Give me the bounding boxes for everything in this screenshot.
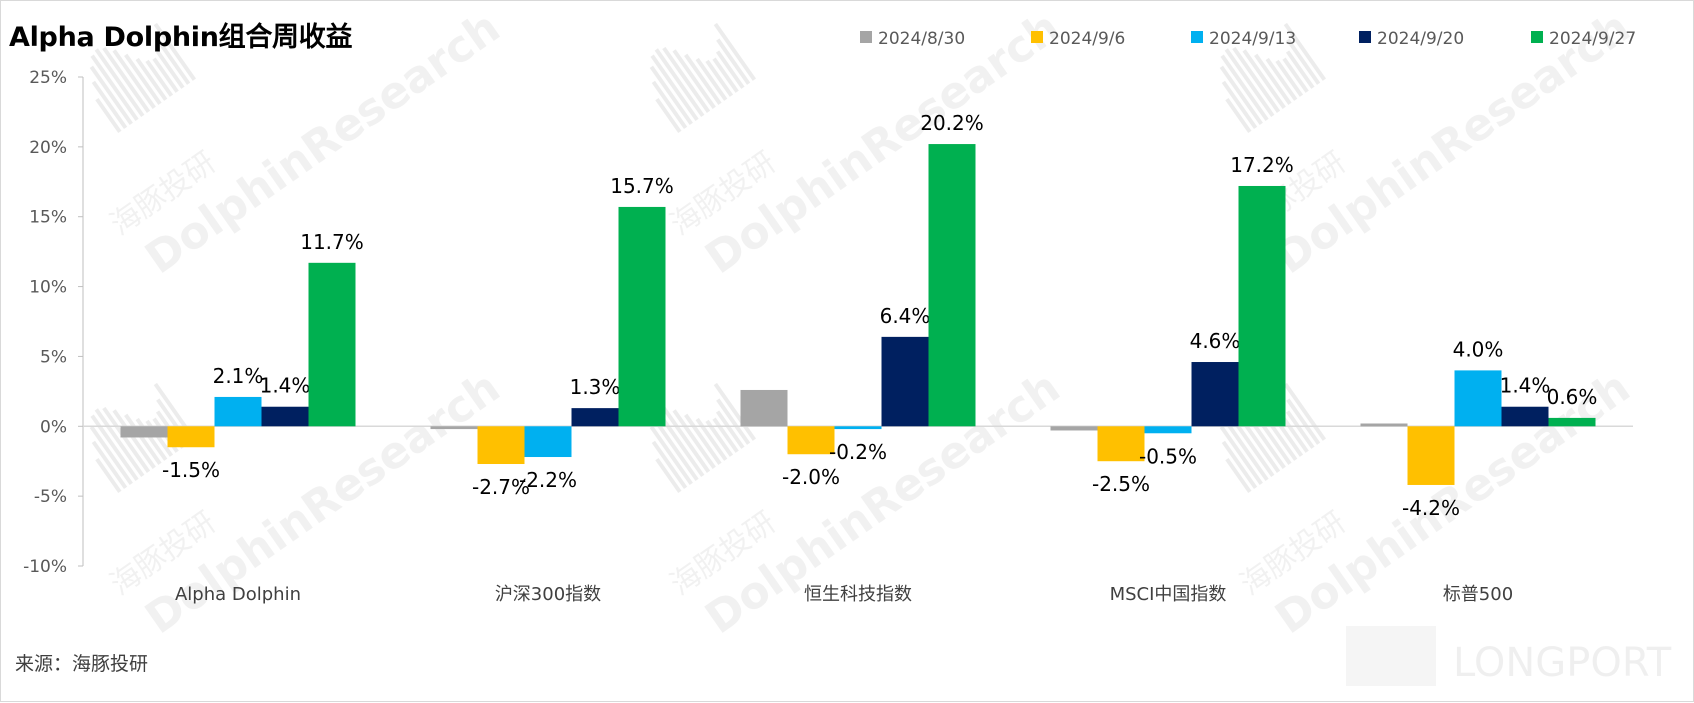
data-label: -4.2%	[1402, 496, 1460, 520]
bar	[1050, 426, 1098, 431]
legend-swatch	[1531, 31, 1543, 43]
data-label: 0.6%	[1547, 385, 1598, 409]
legend-label: 2024/9/6	[1049, 29, 1125, 49]
x-category-label: Alpha Dolphin	[175, 584, 301, 605]
data-label: 1.3%	[570, 375, 621, 399]
watermark-logo-icon	[1219, 22, 1327, 134]
legend-label: 2024/9/20	[1377, 29, 1464, 49]
legend-swatch	[1191, 31, 1203, 43]
bar	[1501, 406, 1549, 427]
y-tick-label: 25%	[29, 68, 67, 88]
legend-item: 2024/9/13	[1191, 29, 1296, 49]
legend-label: 2024/8/30	[878, 29, 965, 49]
data-label: -1.5%	[162, 458, 220, 482]
bar	[214, 396, 262, 427]
x-category-label: MSCI中国指数	[1110, 584, 1227, 605]
y-tick-label: 10%	[29, 278, 67, 298]
bar	[618, 206, 666, 427]
data-label: -2.0%	[782, 465, 840, 489]
data-label: 2.1%	[213, 364, 264, 388]
bar	[787, 426, 835, 455]
watermark-logo-icon	[89, 22, 197, 134]
data-label: 6.4%	[880, 304, 931, 328]
brand-text: LONGPORT	[1453, 640, 1672, 686]
legend-item: 2024/9/20	[1359, 29, 1464, 49]
y-tick-label: 20%	[29, 138, 67, 158]
legend-item: 2024/9/6	[1031, 29, 1125, 49]
y-tick-label: -10%	[23, 557, 67, 577]
data-label: 17.2%	[1230, 153, 1294, 177]
legend-swatch	[1359, 31, 1371, 43]
bar	[881, 336, 929, 427]
source-note: 来源：海豚投研	[15, 653, 149, 675]
x-category-label: 标普500	[1443, 584, 1513, 605]
bar	[261, 406, 309, 427]
chart-title: Alpha Dolphin组合周收益	[9, 22, 353, 53]
legend-item: 2024/9/27	[1531, 29, 1636, 49]
y-tick-label: -5%	[34, 487, 67, 507]
data-label: 15.7%	[610, 174, 674, 198]
brand-watermark: LONGPORT	[1346, 626, 1672, 686]
x-category-label: 恒生科技指数	[804, 584, 912, 605]
bar	[1360, 423, 1408, 427]
legend-item: 2024/8/30	[860, 29, 965, 49]
legend-swatch	[1031, 31, 1043, 43]
legend-swatch	[860, 31, 872, 43]
data-label: 11.7%	[300, 230, 364, 254]
data-label: 4.0%	[1453, 337, 1504, 361]
legend-label: 2024/9/13	[1209, 29, 1296, 49]
bar	[1548, 417, 1596, 427]
bar	[1454, 370, 1502, 427]
data-label: -2.7%	[472, 475, 530, 499]
brand-logo-icon	[1346, 626, 1436, 686]
watermark-logo-icon	[649, 22, 757, 134]
legend-label: 2024/9/27	[1549, 29, 1636, 49]
data-label: -2.2%	[519, 468, 577, 492]
bar	[1238, 185, 1286, 427]
bar	[308, 262, 356, 427]
bar	[1407, 426, 1455, 485]
bar	[740, 389, 788, 427]
bar	[1191, 362, 1239, 427]
bar	[1144, 426, 1192, 434]
data-label: 4.6%	[1190, 329, 1241, 353]
bar	[120, 426, 168, 438]
data-label: -2.5%	[1092, 472, 1150, 496]
y-tick-label: 0%	[40, 417, 67, 437]
data-label: 20.2%	[920, 111, 984, 135]
bar	[1097, 426, 1145, 462]
bar	[834, 426, 882, 430]
bar	[477, 426, 525, 465]
bar	[167, 426, 215, 448]
bar	[571, 408, 619, 427]
bar	[928, 144, 976, 427]
data-label: 1.4%	[1500, 374, 1551, 398]
y-tick-label: 5%	[40, 347, 67, 367]
y-tick-label: 15%	[29, 208, 67, 228]
bar	[524, 426, 572, 458]
x-category-label: 沪深300指数	[495, 584, 601, 605]
data-label: -0.5%	[1139, 444, 1197, 468]
data-label: -0.2%	[829, 440, 887, 464]
data-label: 1.4%	[260, 374, 311, 398]
bar	[430, 426, 478, 430]
